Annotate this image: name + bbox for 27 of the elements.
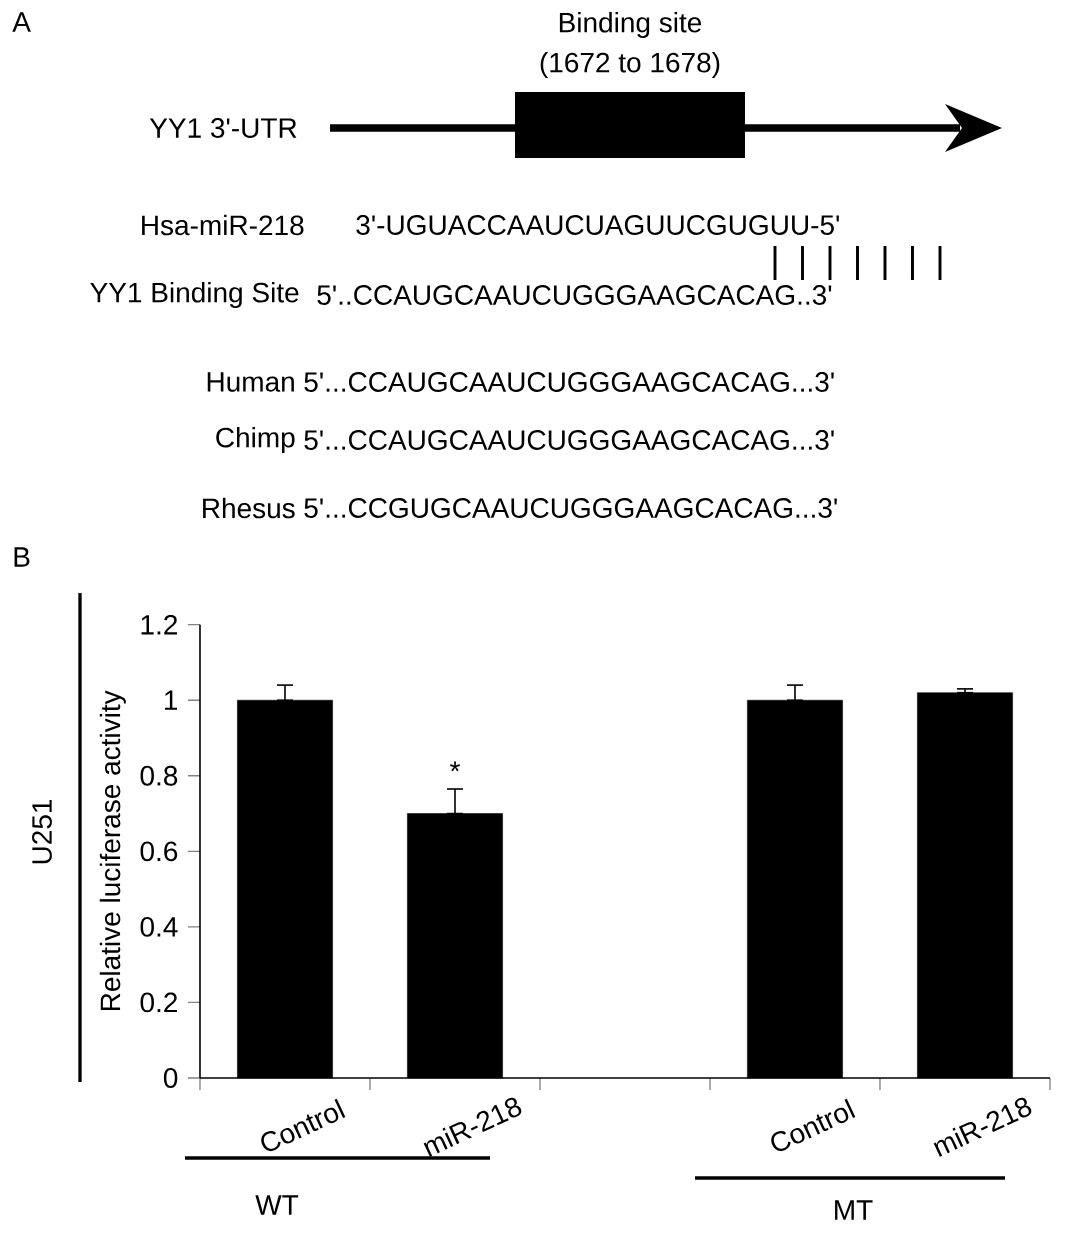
text: YY1 Binding Site xyxy=(90,281,299,309)
text: Chimp xyxy=(216,426,295,454)
text: Human xyxy=(207,372,294,392)
y-tick-label: 0.8 xyxy=(140,765,178,786)
text: 3'-UGUACCAAUCUAGUUCGUGUU-5' xyxy=(356,215,839,235)
y-axis-title: Relative luciferase activity xyxy=(99,690,126,1011)
y-tick-label: 1.2 xyxy=(141,614,177,635)
y-tick-label: 1 xyxy=(164,690,177,710)
text: WT xyxy=(255,1195,298,1215)
text: MT xyxy=(834,1200,873,1220)
y-tick-label: 0.2 xyxy=(140,992,177,1013)
text: 5'...CCAUGCAAUCUGGGAAGCACAG...3' xyxy=(304,430,834,450)
y-tick-label: 0.6 xyxy=(140,841,178,862)
text: B xyxy=(14,547,30,567)
text: (1672 to 1678) xyxy=(540,51,720,79)
text: 5'..CCAUGCAAUCUGGGAAGCACAG..3' xyxy=(317,285,832,305)
text: Rhesus xyxy=(202,497,295,519)
annotation: * xyxy=(449,761,460,772)
text: 5'...CCGUGCAAUCUGGGAAGCACAG...3' xyxy=(304,498,837,518)
text: U251 xyxy=(31,799,52,864)
text: YY1 3'-UTR xyxy=(149,118,297,138)
text: Binding site xyxy=(559,11,701,39)
text: A xyxy=(12,12,31,32)
y-tick-label: 0.4 xyxy=(140,916,178,937)
y-tick-label: 0 xyxy=(163,1068,178,1088)
text: Hsa-miR-218 xyxy=(141,214,304,236)
text: 5'...CCAUGCAAUCUGGGAAGCACAG...3' xyxy=(304,372,834,392)
